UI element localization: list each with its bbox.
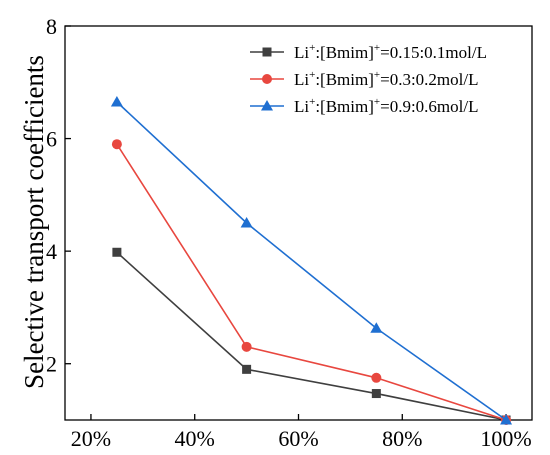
x-tick-label: 20% (71, 426, 111, 451)
y-tick-label: 6 (46, 127, 57, 152)
x-tick-label: 100% (480, 426, 531, 451)
legend-marker (262, 74, 272, 84)
legend-superscript: + (309, 42, 315, 54)
data-point (371, 389, 381, 399)
legend-text-part: Li (294, 43, 309, 62)
x-tick-label: 40% (175, 426, 215, 451)
data-point (110, 95, 123, 107)
x-tick-label: 60% (278, 426, 318, 451)
data-point (370, 322, 383, 333)
series-2 (111, 139, 512, 425)
legend: Li+:[Bmim]+=0.15:0.1mol/LLi+:[Bmim]+=0.3… (250, 42, 487, 116)
data-point (242, 364, 252, 374)
legend-label: Li+:[Bmim]+=0.3:0.2mol/L (294, 69, 478, 89)
series-layer (110, 95, 513, 425)
legend-superscript: + (374, 96, 380, 108)
series-line (116, 251, 507, 421)
legend-item: Li+:[Bmim]+=0.15:0.1mol/L (250, 42, 487, 62)
series-line (116, 143, 507, 421)
data-point (240, 217, 253, 228)
legend-text-part: :[Bmim] (315, 70, 374, 89)
y-tick-label: 8 (46, 14, 57, 39)
legend-superscript: + (374, 42, 380, 54)
x-axis: 20% 40% 60% 80% 100% (71, 414, 532, 451)
legend-text-part: Li (294, 97, 309, 116)
legend-text-part: =0.15:0.1mol/L (380, 43, 487, 62)
x-tick-label: 80% (382, 426, 422, 451)
data-point (111, 139, 122, 150)
legend-text-part: =0.3:0.2mol/L (380, 70, 478, 89)
legend-marker (261, 100, 273, 111)
legend-item: Li+:[Bmim]+=0.3:0.2mol/L (250, 69, 478, 89)
legend-item: Li+:[Bmim]+=0.9:0.6mol/L (250, 96, 478, 116)
y-tick-label: 4 (46, 239, 57, 264)
data-point (112, 247, 122, 257)
legend-text-part: :[Bmim] (315, 43, 374, 62)
data-point (500, 414, 513, 425)
legend-marker (262, 47, 272, 57)
legend-superscript: + (309, 96, 315, 108)
legend-text-part: =0.9:0.6mol/L (380, 97, 478, 116)
legend-label: Li+:[Bmim]+=0.15:0.1mol/L (294, 42, 487, 62)
y-axis: 2 4 6 8 (46, 14, 71, 377)
series-3 (110, 95, 513, 425)
series-1 (112, 247, 511, 425)
legend-superscript: + (374, 69, 380, 81)
data-point (241, 341, 252, 352)
y-axis-title: Selective transport coefficients (19, 55, 49, 389)
legend-superscript: + (309, 69, 315, 81)
y-tick-label: 2 (46, 352, 57, 377)
legend-text-part: Li (294, 70, 309, 89)
series-line (116, 101, 507, 421)
data-point (371, 372, 382, 383)
legend-text-part: :[Bmim] (315, 97, 374, 116)
legend-label: Li+:[Bmim]+=0.9:0.6mol/L (294, 96, 478, 116)
